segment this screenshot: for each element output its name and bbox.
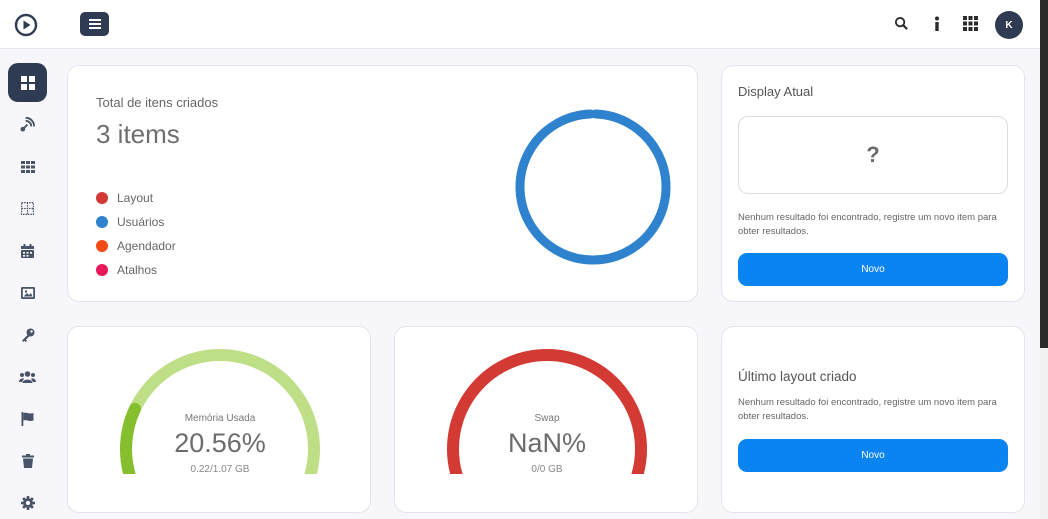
swap-value: NaN% (507, 428, 587, 458)
sidebar-item-grid[interactable] (8, 147, 47, 186)
apps-grid-icon[interactable] (963, 16, 978, 36)
legend-item-atalhos[interactable]: Atalhos (96, 258, 176, 282)
memory-card: Memória Usada 20.56% 0.22/1.07 GB (67, 326, 371, 513)
legend-item-usuarios[interactable]: Usuários (96, 210, 176, 234)
hamburger-menu-button[interactable] (80, 12, 109, 36)
legend-item-layout[interactable]: Layout (96, 186, 176, 210)
sidebar-item-settings[interactable] (8, 483, 47, 519)
trash-icon (21, 453, 34, 468)
gear-icon (20, 495, 35, 510)
play-logo-icon[interactable] (14, 13, 38, 42)
last-layout-title: Último layout criado (738, 369, 857, 384)
top-bar: K (0, 0, 1040, 49)
swap-gauge (447, 349, 647, 474)
memory-detail: 0.22/1.07 GB (190, 464, 250, 475)
key-icon (21, 328, 34, 342)
legend-label: Agendador (117, 239, 176, 253)
search-icon[interactable] (894, 16, 909, 36)
sidebar-item-users[interactable] (8, 357, 47, 396)
display-preview: ? (738, 116, 1008, 194)
scrollbar[interactable] (1040, 0, 1048, 519)
user-avatar[interactable]: K (995, 11, 1023, 39)
display-empty-message: Nenhum resultado foi encontrado, registr… (738, 212, 997, 237)
sidebar-item-media[interactable] (8, 273, 47, 312)
legend-dot (96, 216, 108, 228)
last-layout-new-button[interactable]: Novo (738, 439, 1008, 472)
legend-label: Layout (117, 191, 154, 205)
chart-legend: Layout Usuários Agendador Atalhos (96, 186, 176, 282)
total-items-title: Total de itens criados (96, 95, 219, 110)
layout-icon (21, 202, 34, 215)
flag-icon (21, 411, 34, 426)
sidebar-item-dashboard[interactable] (8, 63, 47, 102)
info-icon[interactable] (933, 16, 941, 37)
users-icon (19, 370, 36, 383)
legend-dot (96, 264, 108, 276)
grid-icon (20, 160, 35, 173)
sidebar-item-keys[interactable] (8, 315, 47, 354)
total-items-value: 3 items (96, 119, 180, 149)
sidebar-item-flags[interactable] (8, 399, 47, 438)
last-layout-card: Último layout criado Nenhum resultado fo… (721, 326, 1025, 513)
sidebar-item-calendar[interactable] (8, 231, 47, 270)
calendar-icon (21, 243, 34, 258)
swap-gauge-track (447, 349, 647, 474)
items-donut-chart (515, 109, 671, 265)
sidebar (0, 49, 56, 519)
legend-label: Atalhos (117, 263, 158, 277)
donut-slice-usuários (515, 109, 671, 265)
image-icon (20, 286, 35, 299)
legend-dot (96, 192, 108, 204)
memory-value: 20.56% (174, 428, 266, 458)
last-layout-empty-message: Nenhum resultado foi encontrado, registr… (738, 397, 997, 422)
memory-label: Memória Usada (184, 413, 256, 424)
memory-gauge-fill (120, 402, 141, 474)
legend-dot (96, 240, 108, 252)
satellite-icon (20, 117, 35, 132)
swap-card: Swap NaN% 0/0 GB (394, 326, 698, 513)
display-new-button[interactable]: Novo (738, 253, 1008, 286)
sidebar-item-trash[interactable] (8, 441, 47, 480)
display-title: Display Atual (738, 84, 814, 99)
total-items-card: Total de itens criados 3 items Layout Us… (67, 65, 698, 302)
hamburger-menu-icon (88, 19, 101, 29)
sidebar-item-broadcast[interactable] (8, 105, 47, 144)
display-card: Display Atual ? Nenhum resultado foi enc… (721, 65, 1025, 302)
legend-item-agendador[interactable]: Agendador (96, 234, 176, 258)
sidebar-item-layout[interactable] (8, 189, 47, 228)
memory-gauge (120, 349, 320, 474)
scrollbar-thumb[interactable] (1040, 0, 1048, 348)
dashboard-icon (20, 75, 35, 90)
swap-label: Swap (534, 413, 560, 424)
swap-detail: 0/0 GB (531, 464, 563, 475)
legend-label: Usuários (117, 215, 165, 229)
